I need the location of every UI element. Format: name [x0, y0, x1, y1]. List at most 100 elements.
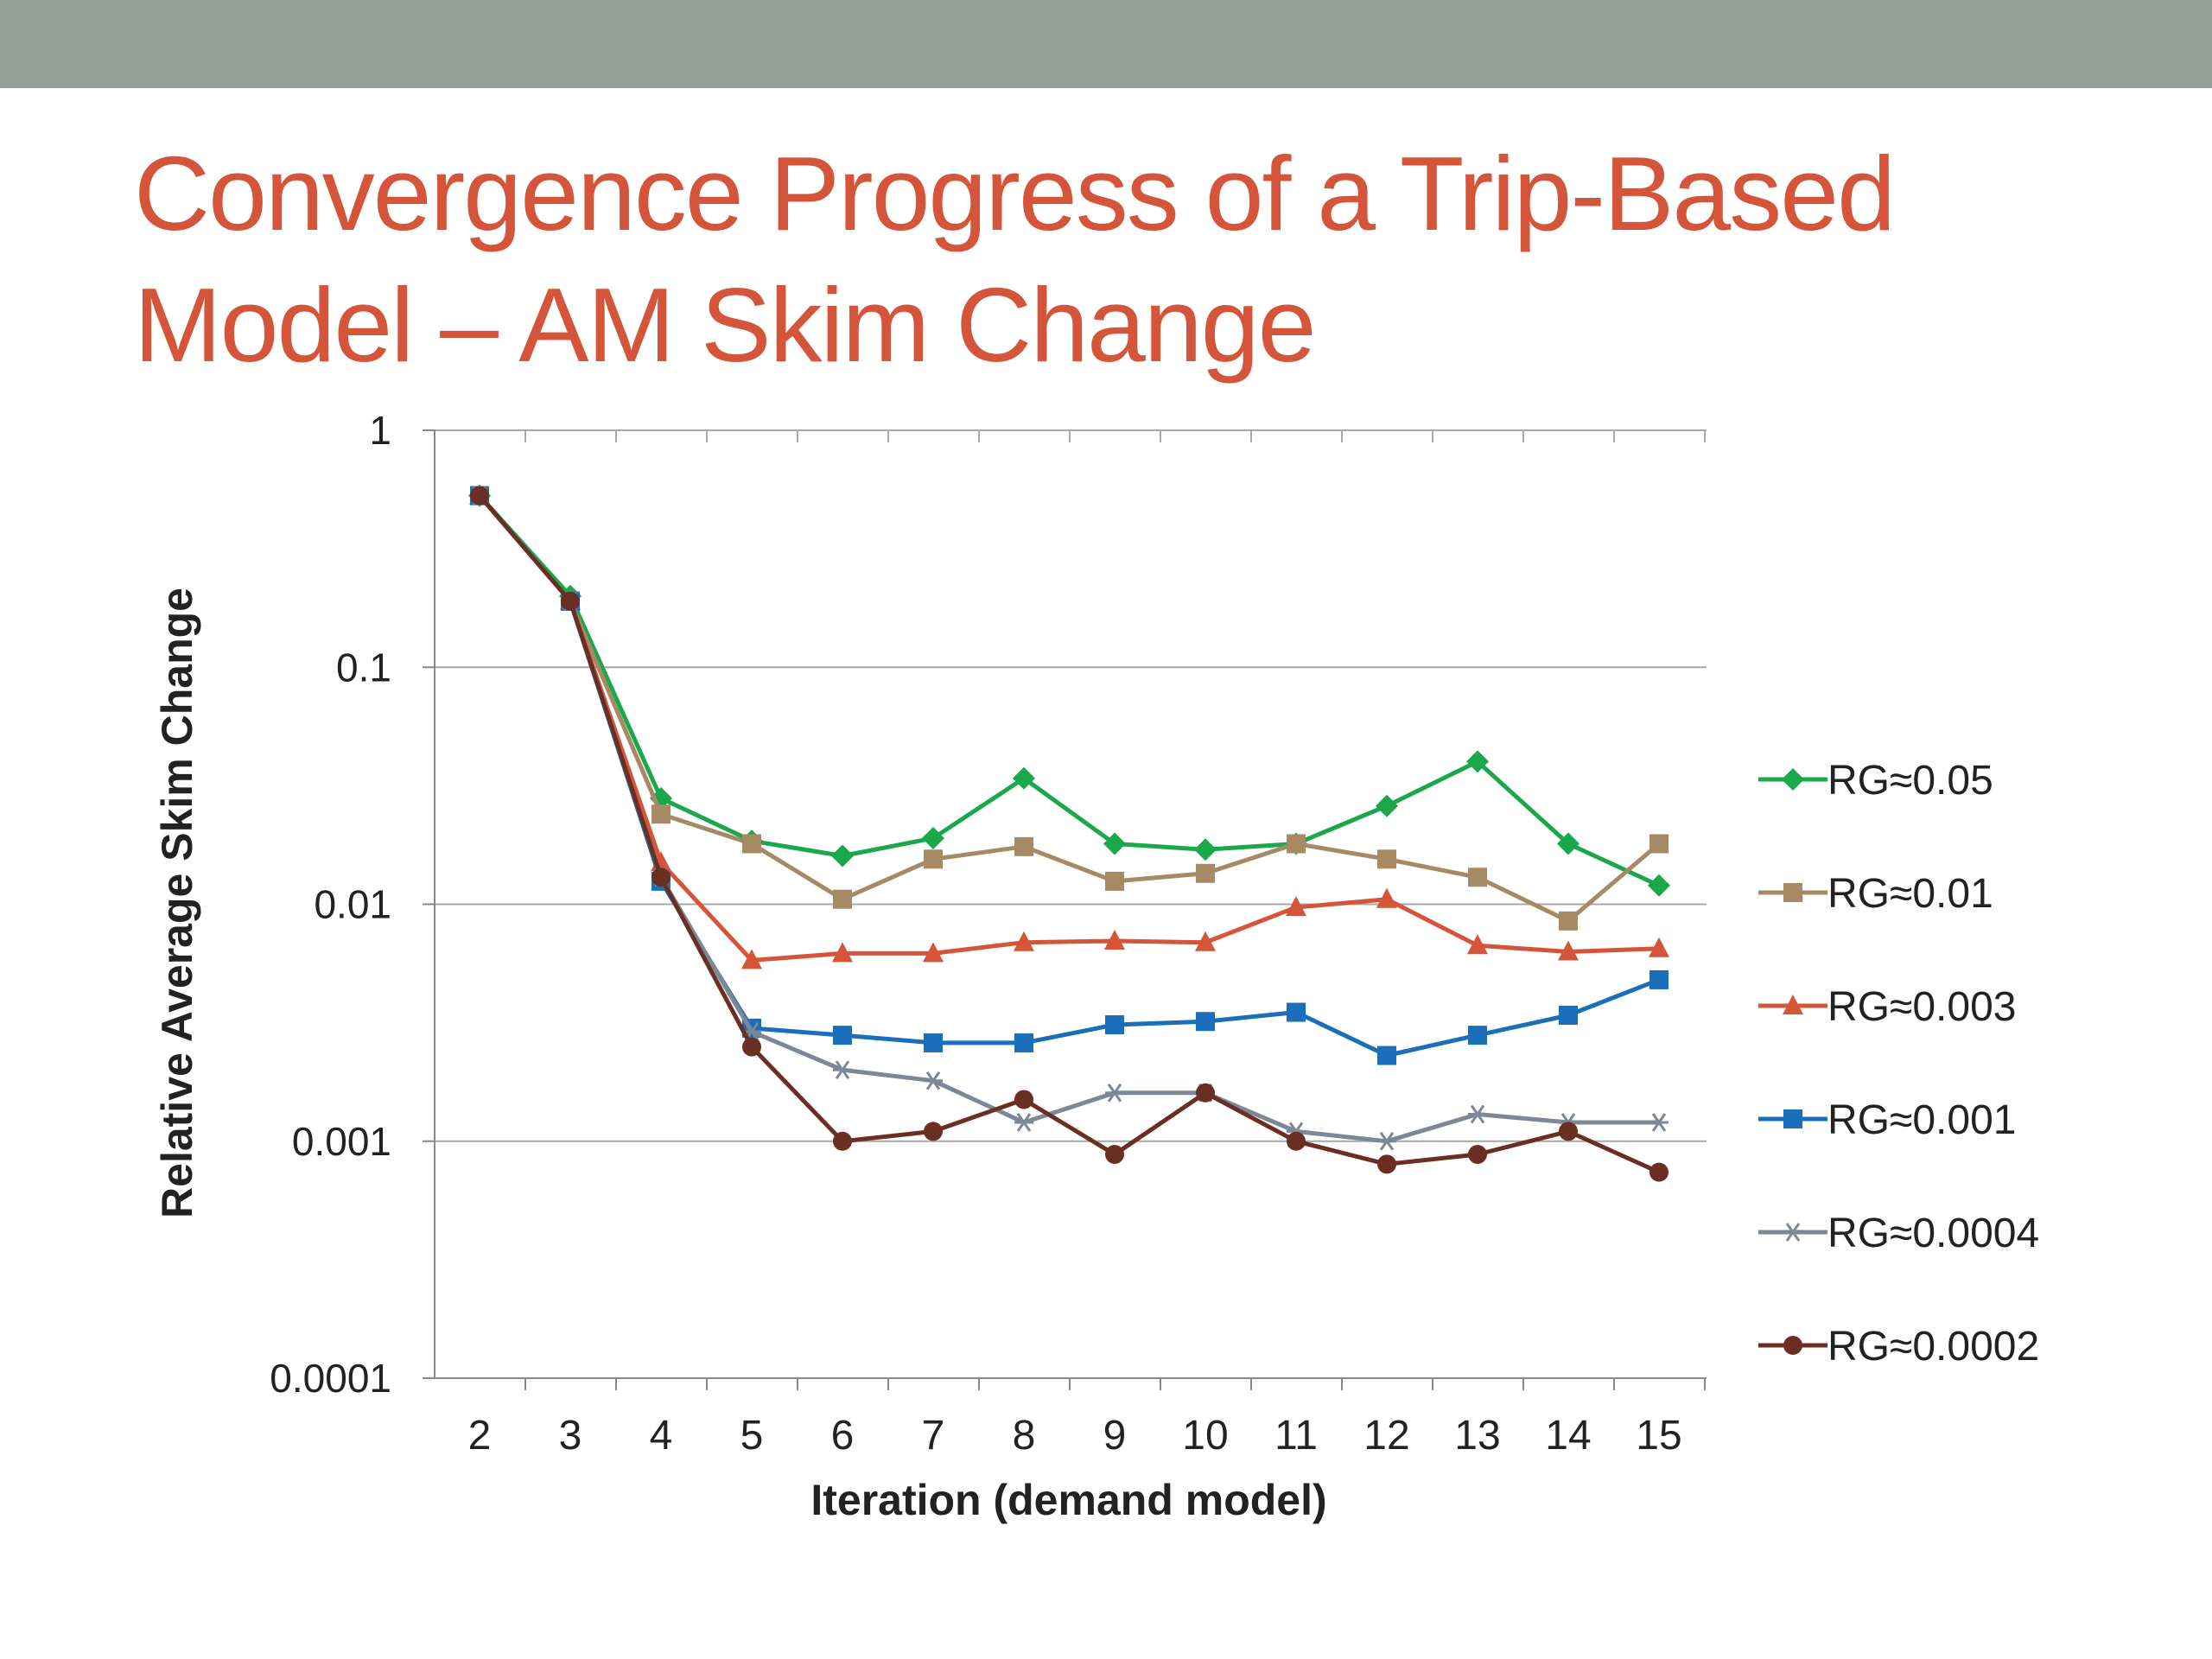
data-point — [1376, 794, 1398, 817]
y-tick-label: 1 — [369, 408, 391, 453]
data-point — [1014, 931, 1034, 951]
data-point — [1105, 871, 1124, 891]
data-point — [1105, 1144, 1124, 1164]
x-tick-label: 10 — [1182, 1413, 1228, 1459]
y-axis-label: Relative Average Skim Change — [153, 588, 201, 1218]
data-point — [1377, 1046, 1396, 1065]
header-bar — [0, 0, 2212, 88]
data-point — [1782, 768, 1804, 791]
legend-label: RG≈0.01 — [1827, 871, 1993, 917]
legend-item: RG≈0.0004 — [1758, 1211, 2039, 1256]
data-point — [923, 942, 944, 963]
data-point — [1194, 838, 1217, 861]
data-point — [1783, 1109, 1802, 1128]
x-tick-label: 5 — [741, 1413, 764, 1459]
x-tick-label: 13 — [1454, 1413, 1500, 1459]
data-point — [1783, 883, 1802, 902]
series-triangle-2 — [469, 484, 1669, 969]
data-point — [832, 942, 853, 963]
data-point — [1649, 1162, 1669, 1182]
data-point — [1377, 849, 1396, 869]
data-point — [742, 1037, 761, 1057]
x-tick-label: 14 — [1545, 1413, 1591, 1459]
x-tick-label: 8 — [1013, 1413, 1036, 1459]
series-line — [478, 493, 1660, 1058]
series-circle-5 — [470, 486, 1669, 1182]
y-tick-label: 0.1 — [336, 645, 391, 690]
legend-item: RG≈0.01 — [1758, 871, 1993, 917]
series-star-4 — [470, 486, 1669, 1151]
data-point — [1287, 834, 1306, 854]
data-point — [1649, 969, 1669, 989]
slide-title-line-1: Convergence Progress of a Trip-Based — [134, 135, 1896, 252]
data-point — [1468, 1144, 1487, 1164]
data-point — [1103, 832, 1126, 855]
legend-item: RG≈0.003 — [1758, 984, 2016, 1030]
data-point — [1649, 834, 1669, 854]
data-point — [924, 849, 943, 869]
data-point — [1287, 1002, 1306, 1022]
data-point — [1376, 887, 1397, 908]
x-tick-label: 11 — [1274, 1413, 1318, 1459]
series-line — [478, 493, 1660, 963]
y-tick-label: 0.01 — [314, 882, 391, 927]
y-tick-label: 0.0001 — [270, 1356, 391, 1401]
data-point — [833, 1131, 852, 1151]
legend-label: RG≈0.0002 — [1827, 1324, 2039, 1370]
data-point — [470, 486, 489, 505]
x-tick-label: 3 — [559, 1413, 582, 1459]
data-point — [833, 1060, 852, 1080]
slide-title-line-2: Model – AM Skim Change — [134, 266, 1316, 384]
x-tick-label: 6 — [831, 1413, 855, 1459]
data-point — [1648, 874, 1670, 897]
data-point — [1559, 1005, 1578, 1025]
data-point — [833, 1026, 852, 1046]
data-point — [652, 804, 671, 824]
legend-label: RG≈0.001 — [1827, 1097, 2016, 1143]
series-line — [478, 493, 1661, 1174]
data-point — [1196, 1083, 1215, 1103]
slide-title: Convergence Progress of a Trip-Based Mod… — [134, 128, 2121, 391]
data-point — [1466, 750, 1489, 773]
data-point — [1649, 1113, 1669, 1132]
series-square-1 — [470, 486, 1669, 931]
legend-label: RG≈0.003 — [1827, 984, 2016, 1030]
data-point — [924, 1033, 943, 1052]
data-point — [1377, 1131, 1396, 1151]
data-point — [1377, 1154, 1396, 1174]
data-point — [1013, 766, 1035, 790]
x-tick-label: 2 — [468, 1413, 492, 1459]
data-point — [741, 949, 762, 969]
data-point — [1196, 1012, 1215, 1032]
x-tick-label: 4 — [650, 1413, 673, 1459]
data-point — [1286, 896, 1306, 917]
series-lines — [468, 484, 1670, 1182]
data-point — [561, 591, 580, 611]
data-point — [831, 844, 854, 868]
data-point — [1105, 1083, 1124, 1103]
data-point — [1014, 836, 1033, 856]
y-tick-label: 0.001 — [292, 1119, 391, 1164]
axes: 1 0.1 0.01 0.001 0.0001 2 3 4 5 6 7 8 9 10 11 12 13 14 15 — [270, 408, 1707, 1459]
x-tick-label: 7 — [922, 1413, 945, 1459]
data-point — [1783, 995, 1803, 1014]
data-point — [1195, 931, 1216, 951]
data-point — [742, 834, 761, 854]
data-point — [1559, 911, 1578, 931]
data-point — [1014, 1113, 1033, 1132]
legend-item: RG≈0.0002 — [1758, 1324, 2039, 1370]
x-tick-label: 15 — [1636, 1413, 1681, 1459]
legend-item: RG≈0.05 — [1758, 758, 1993, 804]
data-point — [1558, 940, 1579, 961]
data-point — [924, 1071, 943, 1090]
x-axis-label: Iteration (demand model) — [810, 1476, 1326, 1524]
series-line — [478, 493, 1661, 888]
data-point — [1783, 1336, 1802, 1355]
legend-label: RG≈0.05 — [1827, 758, 1993, 804]
legend-item: RG≈0.001 — [1758, 1097, 2016, 1143]
series-line — [478, 493, 1661, 924]
data-point — [1557, 832, 1580, 855]
data-point — [1104, 929, 1125, 950]
x-tick-label: 12 — [1363, 1413, 1409, 1459]
